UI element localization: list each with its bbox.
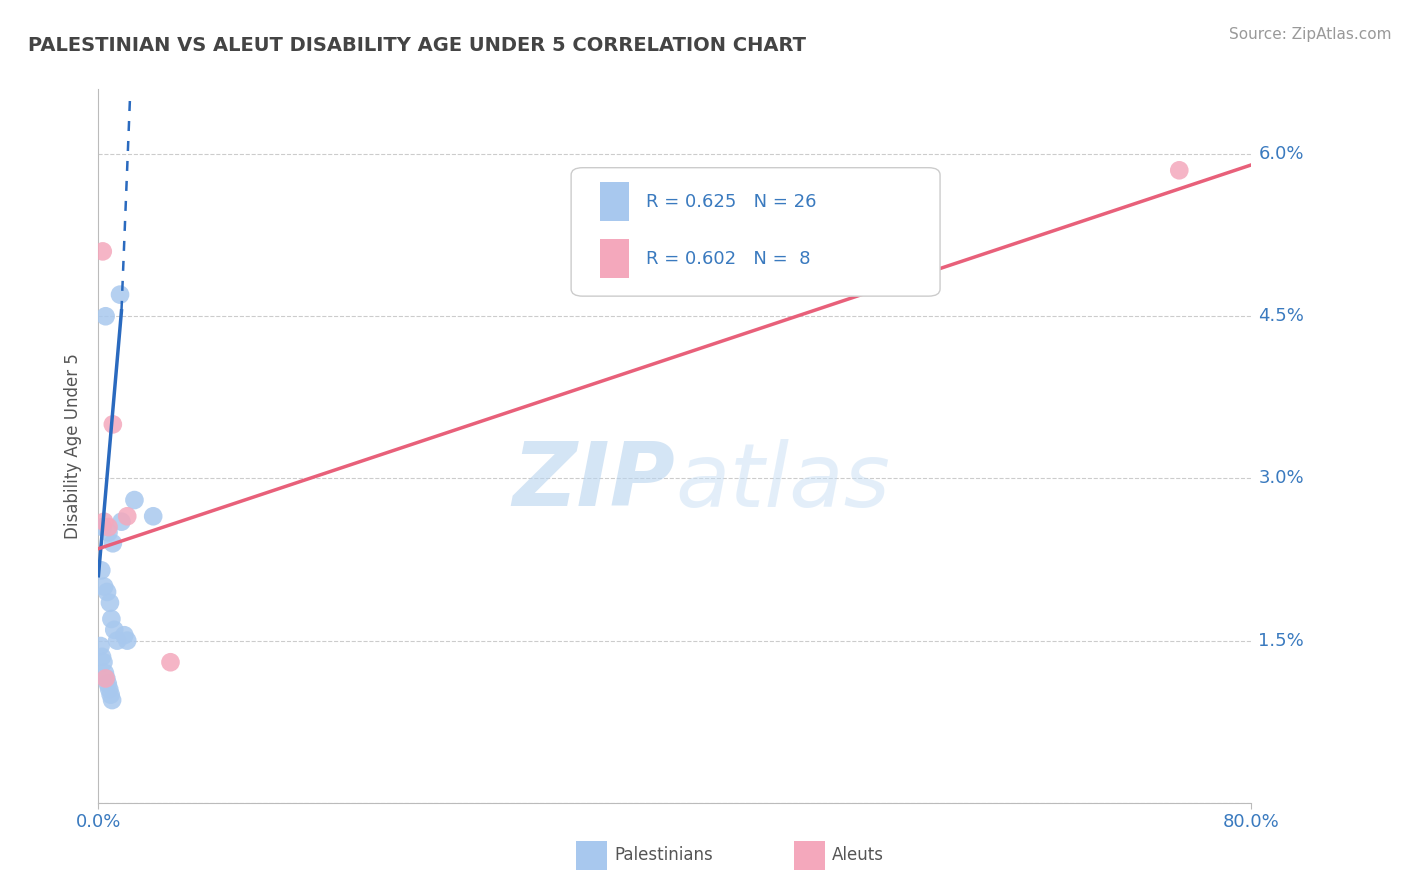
Text: PALESTINIAN VS ALEUT DISABILITY AGE UNDER 5 CORRELATION CHART: PALESTINIAN VS ALEUT DISABILITY AGE UNDE…: [28, 36, 806, 54]
Point: [117, 633, 138, 648]
Point: [124, 493, 146, 508]
Text: 4.5%: 4.5%: [1258, 307, 1305, 326]
Point: [96, 585, 118, 599]
FancyBboxPatch shape: [600, 182, 628, 221]
Point: [90, 639, 112, 653]
Point: [100, 688, 122, 702]
Text: atlas: atlas: [675, 439, 890, 524]
Text: Source: ZipAtlas.com: Source: ZipAtlas.com: [1229, 27, 1392, 42]
Point: [112, 628, 135, 642]
Point: [98, 682, 121, 697]
Point: [142, 509, 165, 524]
Point: [97, 677, 120, 691]
Point: [91, 520, 114, 534]
Point: [101, 536, 124, 550]
Text: R = 0.602   N =  8: R = 0.602 N = 8: [647, 250, 810, 268]
Point: [94, 310, 117, 324]
Point: [101, 417, 124, 432]
Point: [108, 287, 131, 301]
Text: Aleuts: Aleuts: [832, 847, 884, 864]
Point: [93, 515, 115, 529]
Text: Palestinians: Palestinians: [614, 847, 713, 864]
FancyBboxPatch shape: [571, 168, 941, 296]
Point: [117, 509, 138, 524]
Point: [103, 623, 125, 637]
Point: [97, 520, 120, 534]
Point: [91, 649, 114, 664]
Point: [97, 525, 120, 540]
Point: [93, 655, 115, 669]
Point: [96, 672, 118, 686]
Point: [159, 655, 181, 669]
Point: [98, 596, 121, 610]
Point: [1168, 163, 1191, 178]
Point: [100, 612, 122, 626]
Point: [90, 563, 112, 577]
Point: [105, 633, 128, 648]
Point: [110, 515, 132, 529]
Point: [91, 244, 114, 259]
Point: [101, 693, 124, 707]
Text: 6.0%: 6.0%: [1258, 145, 1303, 163]
Point: [94, 672, 117, 686]
Text: ZIP: ZIP: [512, 438, 675, 525]
Text: R = 0.625   N = 26: R = 0.625 N = 26: [647, 193, 817, 211]
Y-axis label: Disability Age Under 5: Disability Age Under 5: [65, 353, 83, 539]
Point: [93, 580, 115, 594]
FancyBboxPatch shape: [600, 239, 628, 278]
Text: 3.0%: 3.0%: [1258, 469, 1303, 487]
Text: 1.5%: 1.5%: [1258, 632, 1305, 649]
Point: [94, 666, 117, 681]
